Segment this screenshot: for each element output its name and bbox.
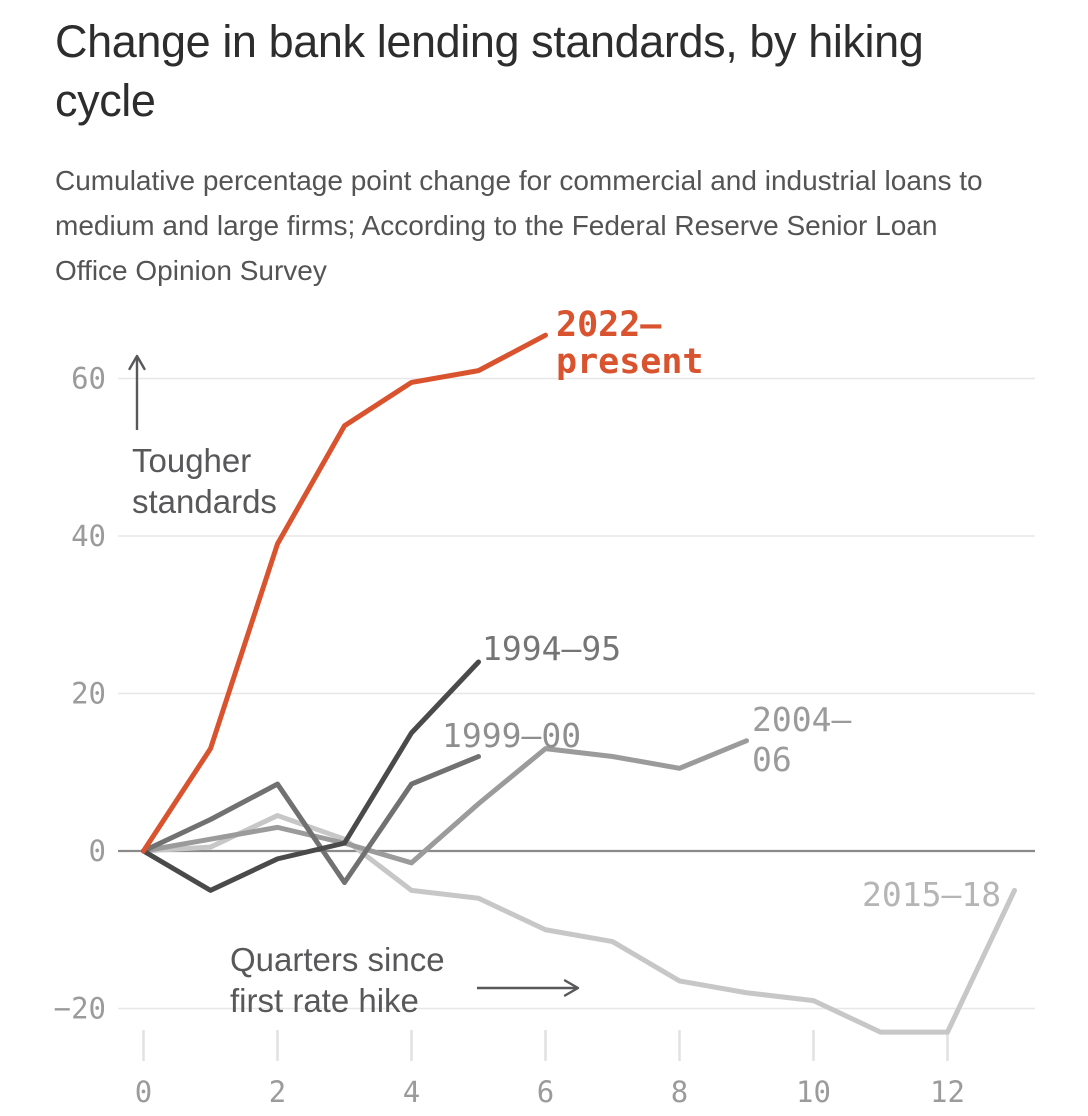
x-axis-label: 4 (403, 1075, 420, 1109)
series-line-2022-present (141, 332, 548, 854)
series-label-2004-06: 06 (752, 740, 792, 779)
series-line-2015-18 (141, 813, 1017, 1035)
y-axis-label: 0 (89, 834, 106, 868)
series-label-1994-95: 1994–95 (482, 629, 621, 668)
tougher-standards-up-arrow-head (128, 354, 146, 371)
series-label-2015-18: 2015–18 (862, 875, 1001, 914)
series-line-1994-95 (141, 659, 481, 893)
annotation-tougher: Tougher (132, 442, 251, 479)
series-label-2022-present: 2022– (556, 305, 662, 345)
x-axis-label: 8 (671, 1075, 688, 1109)
series-label-1999-00: 1999–00 (442, 716, 581, 755)
x-axis-label: 0 (135, 1075, 152, 1109)
x-axis-label: 6 (537, 1075, 554, 1109)
x-axis-label: 12 (930, 1075, 965, 1109)
annotation-quarters: Quarters since (230, 941, 445, 978)
series-line-2004-06 (141, 738, 749, 866)
annotation-quarters: first rate hike (230, 982, 419, 1019)
x-axis-label: 10 (796, 1075, 831, 1109)
y-axis-label: 40 (71, 519, 106, 553)
series-label-2022-present: present (556, 342, 704, 382)
y-axis-label: 20 (71, 677, 106, 711)
series-line-1999-00 (141, 754, 481, 885)
chart-subtitle: Cumulative percentage point change for c… (55, 165, 983, 286)
annotation-tougher: standards (132, 483, 277, 520)
y-axis-label: −20 (54, 992, 106, 1026)
quarters-right-arrow-head (563, 979, 580, 997)
chart-title: Change in bank lending standards, by hik… (55, 16, 924, 126)
series-label-2004-06: 2004– (752, 700, 851, 739)
y-axis-label: 60 (71, 362, 106, 396)
x-axis-label: 2 (269, 1075, 286, 1109)
